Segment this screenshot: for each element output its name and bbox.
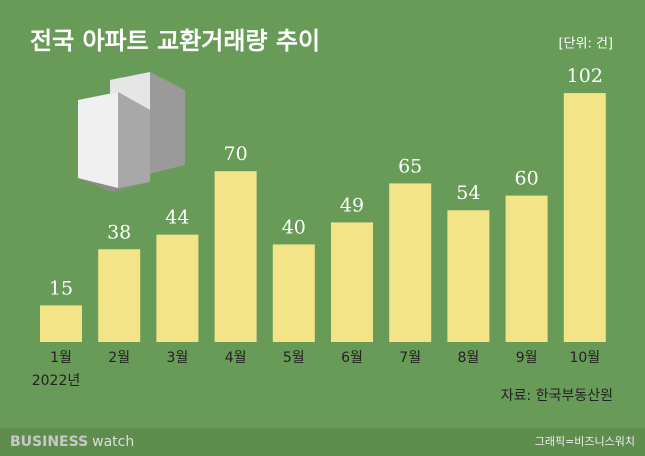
bar (214, 171, 257, 342)
unit-note: [단위: 건] (558, 37, 613, 52)
credit: 그래픽=비즈니스워치 (535, 435, 635, 448)
bar (505, 195, 548, 342)
value-label: 54 (456, 182, 480, 204)
value-label: 102 (567, 65, 603, 87)
brand-sub: watch (92, 434, 134, 450)
x-tick-label: 2월 (108, 350, 130, 366)
value-label: 60 (515, 168, 539, 190)
bar (40, 305, 82, 342)
footer-band (0, 428, 645, 456)
x-tick-label: 7월 (399, 350, 421, 366)
x-tick-label: 5월 (283, 350, 305, 366)
value-label: 65 (398, 155, 422, 177)
x-tick-label: 4월 (225, 350, 247, 366)
x-tick-label: 3월 (167, 350, 189, 366)
bar (331, 222, 373, 342)
value-label: 15 (49, 277, 73, 299)
brand-bold: BUSINESS (10, 434, 88, 450)
building-illustration (78, 72, 185, 192)
bar (98, 249, 141, 342)
value-label: 44 (165, 207, 189, 229)
bar (447, 210, 490, 342)
value-label: 49 (340, 194, 364, 216)
bar (389, 183, 432, 342)
bar (272, 244, 315, 342)
bar (156, 234, 199, 342)
source-note: 자료: 한국부동산원 (501, 388, 613, 404)
value-label: 70 (224, 143, 248, 165)
x-tick-label: 9월 (516, 350, 538, 366)
x-tick-label: 8월 (458, 350, 480, 366)
value-label: 38 (107, 221, 131, 243)
bar (563, 93, 606, 343)
x-note: 2022년 (32, 373, 81, 389)
brand: BUSINESS watch (10, 434, 134, 450)
x-tick-label: 6월 (341, 350, 363, 366)
value-label: 40 (282, 216, 306, 238)
chart-title: 전국 아파트 교환거래량 추이 (30, 27, 320, 55)
x-tick-label: 10월 (569, 350, 600, 366)
x-tick-label: 1월 (50, 350, 72, 366)
